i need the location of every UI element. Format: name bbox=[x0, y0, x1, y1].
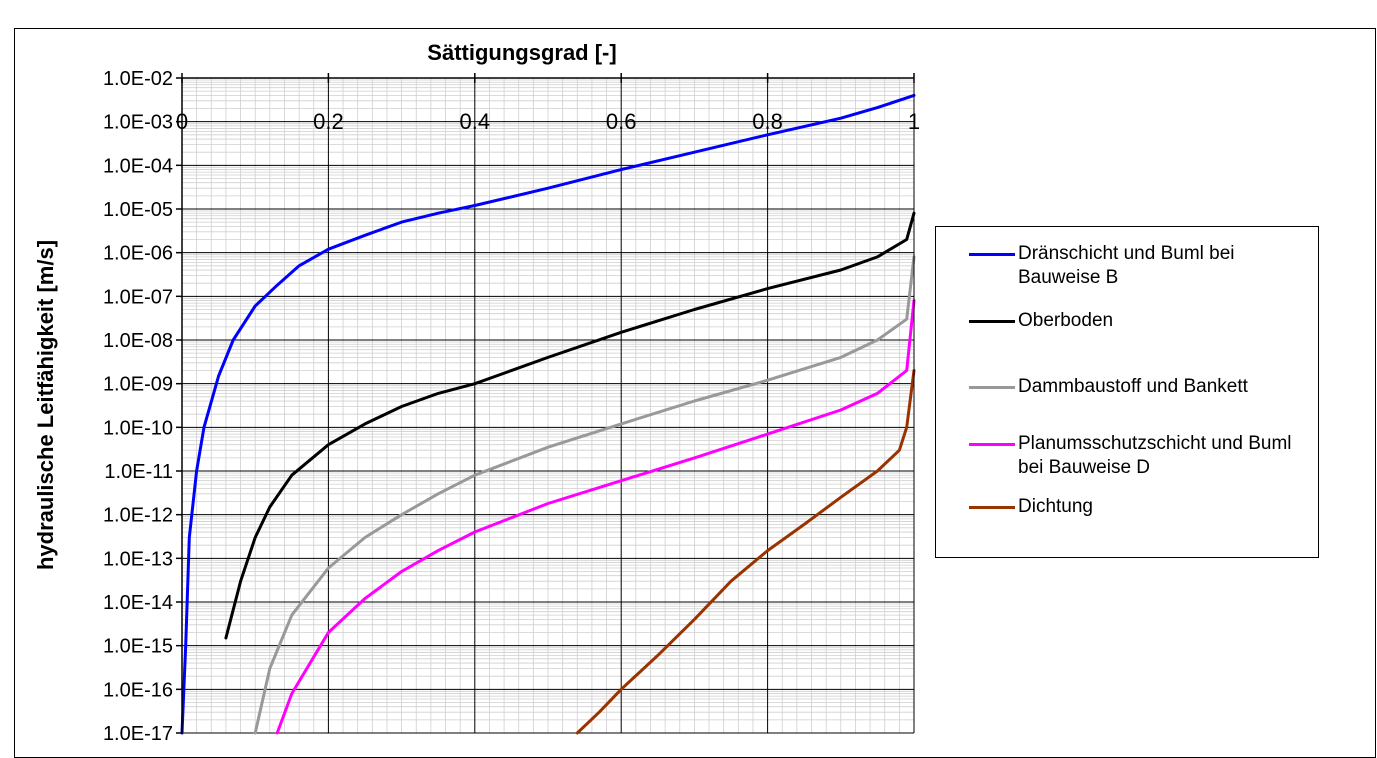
y-tick-label: 1.0E-08 bbox=[103, 330, 173, 352]
y-tick-label: 1.0E-05 bbox=[103, 199, 173, 221]
axes-layer bbox=[176, 73, 915, 734]
series-line-3 bbox=[253, 255, 916, 735]
y-tick-label: 1.0E-16 bbox=[103, 679, 173, 701]
x-tick-label: 0.8 bbox=[752, 109, 783, 134]
legend-swatch bbox=[969, 386, 1015, 389]
series-line-1 bbox=[180, 93, 916, 735]
legend-swatch bbox=[969, 253, 1015, 256]
legend-label: Dränschicht und Buml bei Bauweise B bbox=[1018, 243, 1235, 288]
y-tick-label: 1.0E-15 bbox=[103, 636, 173, 658]
x-tick-labels: 0 0.2 0.4 0.6 0.8 1 bbox=[176, 109, 920, 134]
x-tick-label: 1 bbox=[908, 109, 920, 134]
minor-grid bbox=[182, 78, 914, 733]
y-tick-label: 1.0E-12 bbox=[103, 505, 173, 527]
chart-title: Sättigungsgrad [-] bbox=[427, 40, 616, 65]
series-line-4 bbox=[275, 299, 916, 735]
y-tick-label: 1.0E-13 bbox=[103, 548, 173, 570]
legend-label: Oberboden bbox=[1018, 310, 1114, 331]
x-tick-label: 0.4 bbox=[460, 109, 491, 134]
y-tick-label: 1.0E-14 bbox=[103, 592, 173, 614]
x-tick-label: 0.6 bbox=[606, 109, 637, 134]
series-line-5 bbox=[575, 369, 916, 735]
y-tick-label: 1.0E-02 bbox=[103, 68, 173, 90]
y-tick-label: 1.0E-03 bbox=[103, 112, 173, 134]
y-tick-label: 1.0E-11 bbox=[104, 461, 173, 483]
x-tick-label: 0 bbox=[176, 109, 188, 134]
y-tick-label: 1.0E-06 bbox=[103, 243, 173, 265]
legend-swatch bbox=[969, 506, 1015, 509]
legend-label: Dammbaustoff und Bankett bbox=[1018, 376, 1248, 397]
x-tick-label: 0.2 bbox=[313, 109, 344, 134]
y-tick-label: 1.0E-04 bbox=[103, 155, 173, 177]
y-tick-label: 1.0E-17 bbox=[103, 723, 173, 743]
y-tick-labels: 1.0E-02 1.0E-03 1.0E-04 1.0E-05 1.0E-06 1.0E-… bbox=[103, 68, 173, 743]
legend-swatch bbox=[969, 320, 1015, 323]
y-tick-label: 1.0E-07 bbox=[103, 286, 173, 308]
series-layer bbox=[180, 93, 916, 735]
y-tick-label: 1.0E-09 bbox=[103, 374, 173, 396]
y-tick-label: 1.0E-10 bbox=[103, 417, 173, 439]
legend: Dränschicht und Buml bei Bauweise B Oberb… bbox=[935, 226, 1319, 558]
y-axis-label: hydraulische Leitfähigkeit [m/s] bbox=[33, 240, 58, 570]
series-line-2 bbox=[224, 211, 916, 640]
legend-swatch bbox=[969, 443, 1015, 446]
legend-label: Planumsschutzschicht und Buml bei Bauwei… bbox=[1018, 433, 1292, 478]
legend-label: Dichtung bbox=[1018, 496, 1093, 517]
